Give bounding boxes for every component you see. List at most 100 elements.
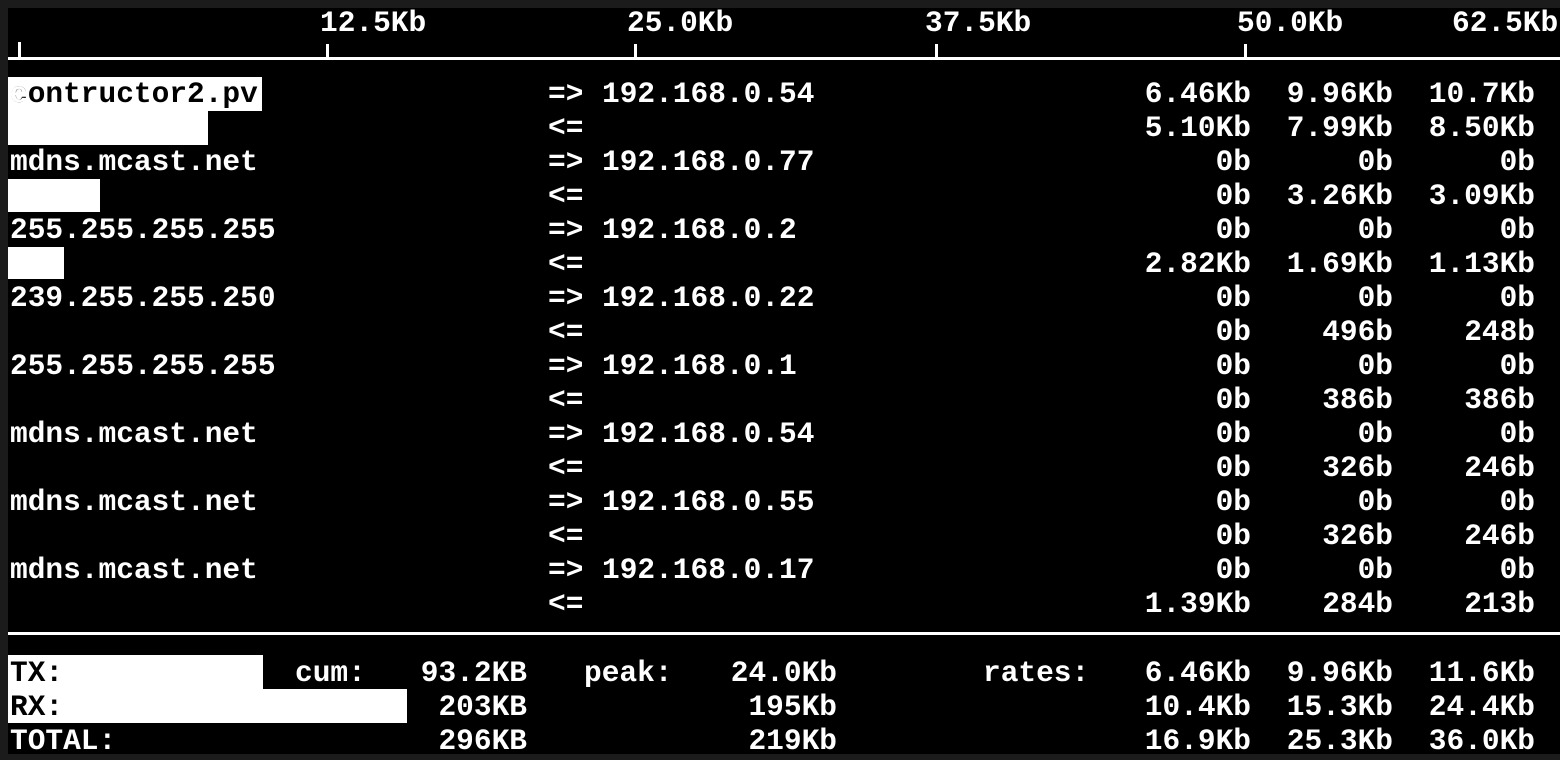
- source-host: mdns.mcast.net: [10, 417, 258, 451]
- rate-10s: 0b: [1357, 213, 1393, 247]
- rate-10s: 326b: [1322, 451, 1393, 485]
- rate-2s: 0b: [1215, 179, 1251, 213]
- rate-40s: 246b: [1464, 519, 1535, 553]
- rate-40s: 0b: [1499, 349, 1535, 383]
- rate-10s: 0b: [1357, 485, 1393, 519]
- direction-arrow-out: =>: [548, 213, 584, 247]
- dest-host: 192.168.0.2: [602, 213, 797, 247]
- connection-row: <= 2.82Kb 1.69Kb 1.13Kb: [0, 247, 1560, 281]
- tx-rate-10s: 9.96Kb: [1286, 656, 1393, 690]
- source-host: mdns.mcast.net: [10, 553, 258, 587]
- direction-arrow-out: =>: [548, 145, 584, 179]
- total-rate-2s: 16.9Kb: [1144, 724, 1251, 758]
- direction-arrow-in: <=: [548, 519, 584, 553]
- total-rate-40s: 36.0Kb: [1428, 724, 1535, 758]
- total-summary-row: TOTAL: 296KB 219Kb 16.9Kb 25.3Kb 36.0Kb: [0, 724, 1560, 758]
- tx-cum-value: 93.2KB: [420, 656, 527, 690]
- ruler-tick: [1244, 44, 1247, 57]
- rate-10s: 326b: [1322, 519, 1393, 553]
- summary-separator: [8, 632, 1560, 635]
- dest-host: 192.168.0.1: [602, 349, 797, 383]
- rate-10s: 0b: [1357, 553, 1393, 587]
- rx-label: RX:: [10, 690, 64, 724]
- rate-10s: 284b: [1322, 587, 1393, 621]
- dest-host: 192.168.0.22: [602, 281, 815, 315]
- direction-arrow-in: <=: [548, 383, 584, 417]
- direction-arrow-in: <=: [548, 247, 584, 281]
- rate-10s: 3.26Kb: [1286, 179, 1393, 213]
- rates-label: rates:: [983, 656, 1090, 690]
- rate-2s: 0b: [1215, 417, 1251, 451]
- connection-row: <= 0b 3.26Kb 3.09Kb: [0, 179, 1560, 213]
- rate-40s: 0b: [1499, 485, 1535, 519]
- dest-host: 192.168.0.54: [602, 77, 815, 111]
- direction-arrow-out: =>: [548, 77, 584, 111]
- rate-40s: 0b: [1499, 145, 1535, 179]
- selection-highlight: [8, 655, 263, 689]
- rate-40s: 8.50Kb: [1428, 111, 1535, 145]
- scale-label: 62.5Kb: [1452, 6, 1559, 40]
- rate-40s: 0b: [1499, 281, 1535, 315]
- ruler-tick: [634, 44, 637, 57]
- tx-rate-2s: 6.46Kb: [1144, 656, 1251, 690]
- rate-2s: 0b: [1215, 485, 1251, 519]
- peak-label: peak:: [584, 656, 673, 690]
- connection-row: mdns.mcast.net => 192.168.0.17 0b 0b 0b: [0, 553, 1560, 587]
- connection-row: <= 0b 386b 386b: [0, 383, 1560, 417]
- rate-40s: 0b: [1499, 213, 1535, 247]
- source-host: 255.255.255.255: [10, 213, 276, 247]
- cum-label: cum:: [295, 656, 366, 690]
- rate-40s: 386b: [1464, 383, 1535, 417]
- rate-40s: 213b: [1464, 587, 1535, 621]
- rx-rate-10s: 15.3Kb: [1286, 690, 1393, 724]
- dest-host: 192.168.0.55: [602, 485, 815, 519]
- connection-row: <= 1.39Kb 284b 213b: [0, 587, 1560, 621]
- total-rate-10s: 25.3Kb: [1286, 724, 1393, 758]
- rate-10s: 0b: [1357, 145, 1393, 179]
- connection-row: 255.255.255.255 => 192.168.0.1 0b 0b 0b: [0, 349, 1560, 383]
- source-host: mdns.mcast.net: [10, 145, 258, 179]
- rate-2s: 0b: [1215, 553, 1251, 587]
- total-cum-value: 296KB: [438, 724, 527, 758]
- direction-arrow-out: =>: [548, 485, 584, 519]
- source-host: mdns.mcast.net: [10, 485, 258, 519]
- total-label: TOTAL:: [10, 724, 117, 758]
- rx-rate-2s: 10.4Kb: [1144, 690, 1251, 724]
- connection-row: contructor2.pv e => 192.168.0.54 6.46Kb 9…: [8, 77, 1535, 111]
- direction-arrow-in: <=: [548, 451, 584, 485]
- rate-2s: 0b: [1215, 315, 1251, 349]
- rate-2s: 0b: [1215, 519, 1251, 553]
- rate-10s: 0b: [1357, 349, 1393, 383]
- rx-rate-40s: 24.4Kb: [1428, 690, 1535, 724]
- source-host: 239.255.255.250: [10, 281, 276, 315]
- selection-highlight: [8, 179, 100, 212]
- connection-row: 255.255.255.255 => 192.168.0.2 0b 0b 0b: [0, 213, 1560, 247]
- selection-highlight: [8, 111, 208, 145]
- selection-highlight: [8, 689, 407, 723]
- dest-host: 192.168.0.77: [602, 145, 815, 179]
- connection-row: mdns.mcast.net => 192.168.0.77 0b 0b 0b: [0, 145, 1560, 179]
- rate-2s: 0b: [1215, 451, 1251, 485]
- rx-cum-value: 203KB: [438, 690, 527, 724]
- total-peak-value: 219Kb: [748, 724, 837, 758]
- connection-row: <= 0b 326b 246b: [0, 519, 1560, 553]
- rate-10s: 0b: [1357, 281, 1393, 315]
- ruler-tick: [326, 44, 329, 57]
- rate-40s: 3.09Kb: [1428, 179, 1535, 213]
- rate-40s: 0b: [1499, 553, 1535, 587]
- selected-text: contructor2.pv: [8, 77, 262, 111]
- selection-highlight: [8, 247, 64, 279]
- rate-10s: 1.69Kb: [1286, 247, 1393, 281]
- connection-row: <= 5.10Kb 7.99Kb 8.50Kb: [0, 111, 1560, 145]
- ruler-tick: [935, 44, 938, 57]
- rate-10s: 0b: [1357, 417, 1393, 451]
- connection-row: <= 0b 326b 246b: [0, 451, 1560, 485]
- rate-2s: 0b: [1215, 145, 1251, 179]
- direction-arrow-out: =>: [548, 281, 584, 315]
- connection-row: <= 0b 496b 248b: [0, 315, 1560, 349]
- direction-arrow-in: <=: [548, 179, 584, 213]
- source-host: 255.255.255.255: [10, 349, 276, 383]
- connection-row: 239.255.255.250 => 192.168.0.22 0b 0b 0b: [0, 281, 1560, 315]
- dest-host: 192.168.0.17: [602, 553, 815, 587]
